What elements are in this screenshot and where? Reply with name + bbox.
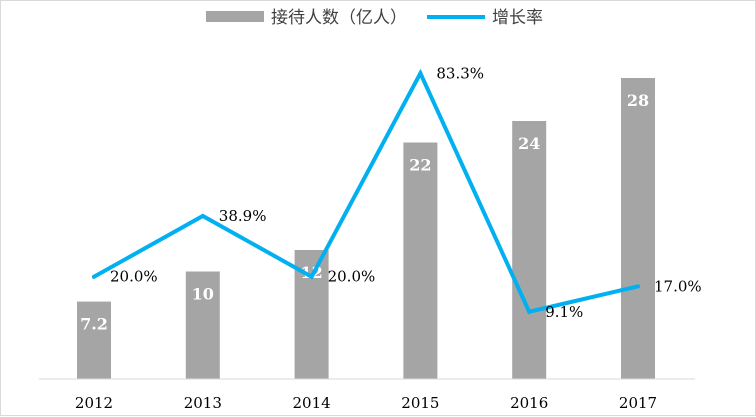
x-axis-ticks: 2012 2013 2014 2015 2016 2017: [75, 394, 657, 412]
bar-2015: [403, 142, 438, 379]
x-tick-2015: 2015: [401, 394, 439, 412]
legend: 接待人数（亿人） 增长率: [206, 8, 543, 28]
growth-label-2014: 20.0%: [328, 268, 376, 286]
x-tick-2017: 2017: [619, 394, 657, 412]
growth-line-group: [92, 68, 640, 315]
growth-line: [92, 68, 640, 315]
growth-label-2015: 83.3%: [436, 64, 484, 82]
legend-bar-swatch: [206, 11, 264, 22]
growth-label-2012: 20.0%: [110, 268, 158, 286]
x-tick-2012: 2012: [75, 394, 113, 412]
growth-label-2013: 38.9%: [219, 207, 267, 225]
bar-value-label-2015: 22: [409, 156, 431, 175]
growth-label-2016: 9.1%: [545, 303, 583, 321]
growth-label-2017: 17.0%: [654, 277, 702, 295]
bar-2012: [77, 301, 111, 379]
bar-2016: [512, 121, 547, 379]
x-tick-2016: 2016: [510, 394, 548, 412]
growth-point-2016: [527, 309, 532, 314]
growth-point-2017: [636, 284, 640, 289]
bar-value-label-2017: 28: [627, 91, 649, 110]
bar-value-label-2012: 7.2: [80, 315, 108, 334]
growth-point-2015: [418, 71, 423, 76]
bar-2017: [621, 78, 655, 379]
legend-line-label: 增长率: [492, 8, 543, 28]
bar-value-label-2016: 24: [518, 134, 540, 153]
growth-labels-group: 20.0% 38.9% 20.0% 83.3% 9.1% 17.0%: [110, 64, 702, 320]
bar-value-label-2013: 10: [192, 285, 214, 304]
growth-point-2014: [309, 274, 314, 279]
legend-bar-label: 接待人数（亿人）: [271, 8, 407, 28]
growth-point-2013: [200, 213, 205, 218]
bar-2013: [185, 271, 220, 379]
growth-point-2012: [92, 274, 96, 279]
x-tick-2014: 2014: [293, 394, 331, 412]
x-tick-2013: 2013: [184, 394, 222, 412]
